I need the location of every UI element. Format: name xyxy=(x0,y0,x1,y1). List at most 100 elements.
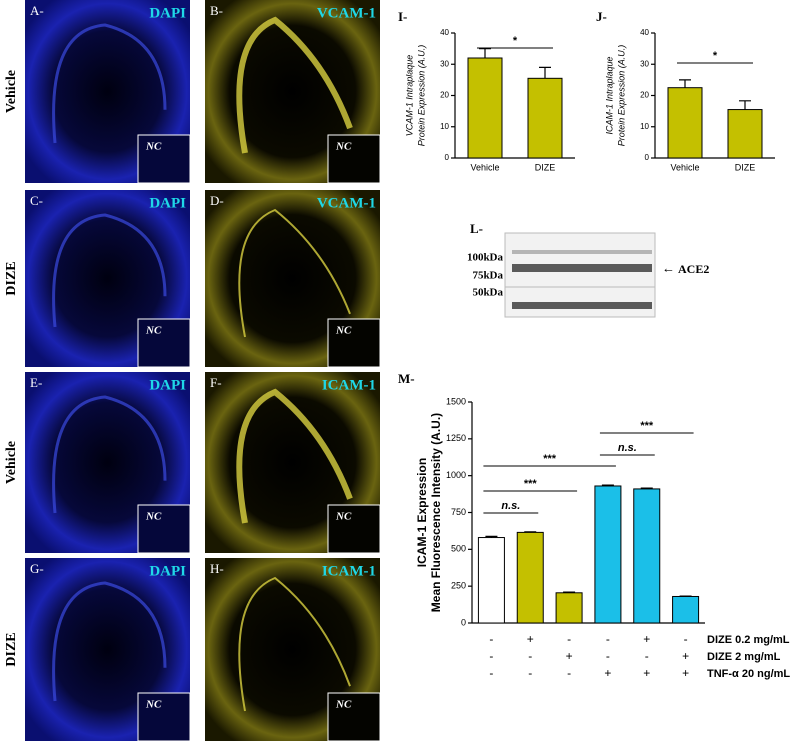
panel-label: J- xyxy=(596,9,607,24)
condition-label: DIZE 2 mg/mL xyxy=(707,651,781,663)
y-tick-label: 0 xyxy=(461,617,466,627)
vessel-stain xyxy=(238,576,351,712)
y-axis-label: Mean Fluorescence Intensity (A.U.) xyxy=(429,413,443,612)
significance-label: * xyxy=(513,35,518,47)
condition-mark: - xyxy=(489,632,493,646)
row-label: Vehicle xyxy=(4,441,19,484)
row-label: DIZE xyxy=(4,632,19,666)
condition-mark: + xyxy=(527,632,534,646)
condition-mark: - xyxy=(606,649,610,663)
error-bar xyxy=(563,591,576,593)
y-axis-label: ICAM-1 Intraplaque xyxy=(604,56,614,134)
panel-label: H- xyxy=(210,561,224,576)
nc-inset xyxy=(137,692,191,741)
error-bar xyxy=(539,66,551,79)
y-axis-label: Protein Expression (A.U.) xyxy=(616,45,626,147)
mw-marker: 50kDa xyxy=(472,287,503,299)
row-label: Vehicle xyxy=(4,70,19,113)
panel-label: F- xyxy=(210,375,222,390)
stain-label: DAPI xyxy=(149,195,186,211)
y-tick-label: 1500 xyxy=(446,396,466,406)
y-tick-label: 0 xyxy=(645,153,650,162)
condition-mark: - xyxy=(528,649,532,663)
vessel-outline xyxy=(52,395,167,514)
blot-label: L- xyxy=(470,221,483,236)
y-tick-label: 750 xyxy=(451,507,466,517)
panel-label: G- xyxy=(30,561,44,576)
bar xyxy=(467,57,503,159)
error-bar xyxy=(679,79,691,88)
nc-inset xyxy=(327,134,381,184)
condition-mark: + xyxy=(566,649,573,663)
nc-inset xyxy=(327,504,381,554)
bar xyxy=(633,488,661,624)
y-tick-label: 40 xyxy=(440,28,449,37)
nc-inset xyxy=(137,504,191,554)
condition-mark: - xyxy=(567,666,571,680)
y-tick-label: 20 xyxy=(640,91,649,100)
condition-mark: + xyxy=(643,632,650,646)
panel-label: I- xyxy=(398,9,407,24)
significance-label: *** xyxy=(543,453,557,465)
stain-label: ICAM-1 xyxy=(322,563,376,579)
mw-marker: 100kDa xyxy=(467,252,504,264)
panel-label: C- xyxy=(30,193,43,208)
error-bar xyxy=(524,531,537,533)
condition-mark: + xyxy=(682,666,689,680)
stain-label: ICAM-1 xyxy=(322,377,376,393)
nc-label: NC xyxy=(335,141,352,153)
nc-label: NC xyxy=(335,511,352,523)
y-tick-label: 30 xyxy=(640,59,649,68)
condition-mark: + xyxy=(682,649,689,663)
bar xyxy=(727,109,763,159)
nc-label: NC xyxy=(145,699,162,711)
nc-label: NC xyxy=(335,699,352,711)
nc-label: NC xyxy=(145,325,162,337)
condition-mark: + xyxy=(643,666,650,680)
vessel-outline xyxy=(52,23,167,144)
ace2-label: ACE2 xyxy=(678,262,709,276)
significance-label: *** xyxy=(524,478,538,490)
y-tick-label: 500 xyxy=(451,544,466,554)
panel-label: D- xyxy=(210,193,224,208)
nc-inset xyxy=(327,318,381,368)
condition-label: DIZE 0.2 mg/mL xyxy=(707,634,790,646)
significance-label: * xyxy=(713,50,718,62)
panel-label: M- xyxy=(398,371,415,386)
panel-label: E- xyxy=(30,375,42,390)
x-tick-label: DIZE xyxy=(535,162,556,172)
significance-label: n.s. xyxy=(501,500,520,512)
vessel-stain xyxy=(236,16,353,154)
vessel-outline xyxy=(52,581,167,702)
y-tick-label: 1000 xyxy=(446,470,466,480)
bar xyxy=(672,595,700,624)
panel-label: A- xyxy=(30,3,44,18)
y-axis-label: ICAM-1 Expression xyxy=(415,458,429,567)
bar xyxy=(667,87,703,159)
condition-mark: - xyxy=(567,632,571,646)
condition-mark: - xyxy=(489,666,493,680)
condition-mark: - xyxy=(489,649,493,663)
nc-label: NC xyxy=(145,141,162,153)
vessel-outline xyxy=(52,213,167,328)
vessel-stain xyxy=(238,208,351,338)
bar xyxy=(516,531,544,624)
stain-label: DAPI xyxy=(149,5,186,21)
condition-mark: - xyxy=(645,649,649,663)
error-bar xyxy=(601,484,614,486)
bar xyxy=(555,592,583,624)
nc-inset xyxy=(137,318,191,368)
error-bar xyxy=(640,487,653,489)
condition-mark: - xyxy=(684,632,688,646)
bar xyxy=(594,485,622,624)
condition-mark: + xyxy=(604,666,611,680)
mw-marker: 75kDa xyxy=(472,270,503,282)
panel-label: B- xyxy=(210,3,223,18)
bar xyxy=(477,537,505,624)
vessel-stain xyxy=(236,388,353,524)
stain-label: DAPI xyxy=(149,377,186,393)
y-axis-label: Protein Expression (A.U.) xyxy=(416,45,426,147)
y-tick-label: 20 xyxy=(440,91,449,100)
nc-inset xyxy=(137,134,191,184)
